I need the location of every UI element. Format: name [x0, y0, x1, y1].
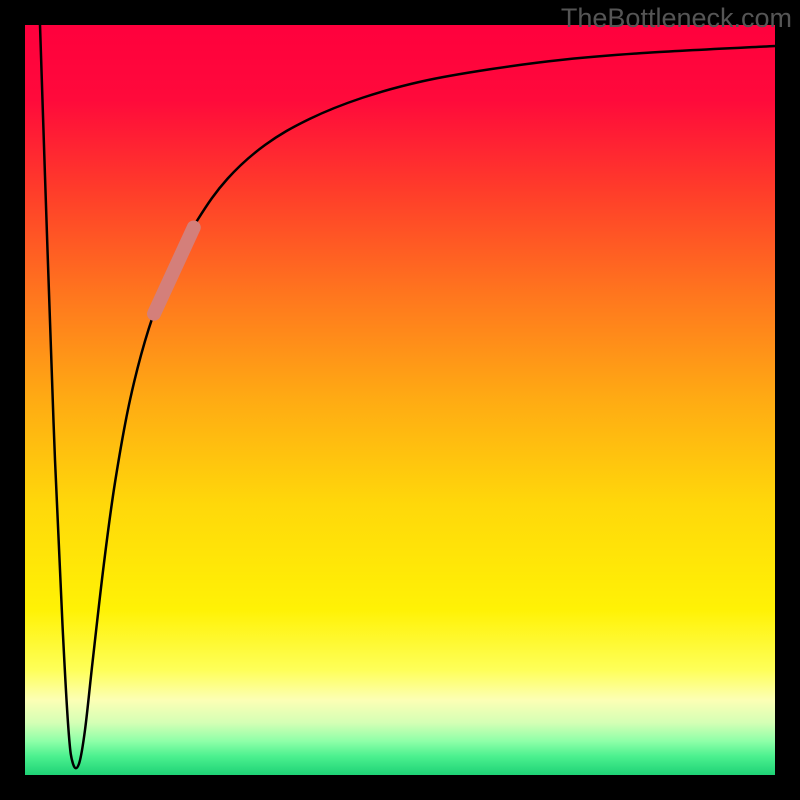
chart-svg: [0, 0, 800, 800]
chart-container: TheBottleneck.com: [0, 0, 800, 800]
bottleneck-curve: [40, 25, 775, 768]
highlight-segment: [154, 228, 194, 314]
watermark-text: TheBottleneck.com: [561, 3, 792, 34]
